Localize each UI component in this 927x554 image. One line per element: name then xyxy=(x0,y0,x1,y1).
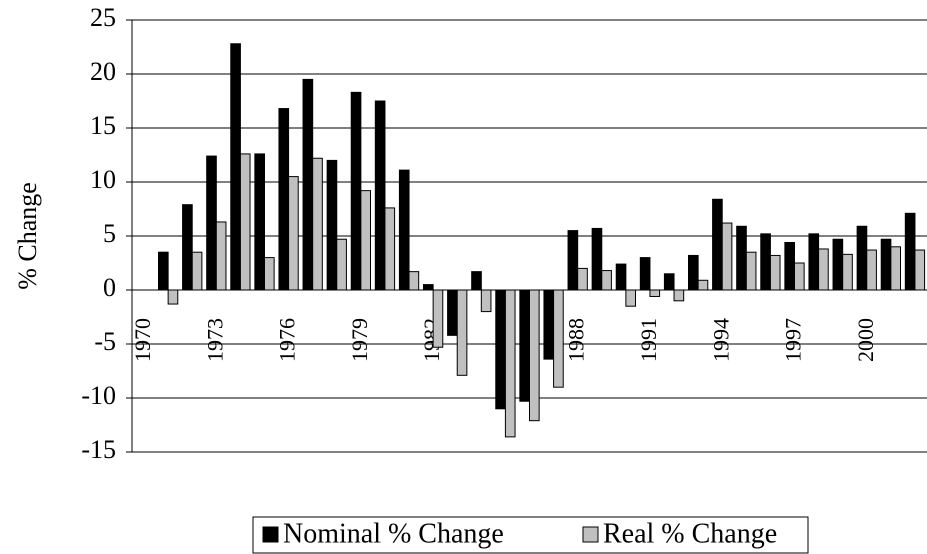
bar xyxy=(712,198,723,291)
y-axis-label: % Change xyxy=(13,182,42,290)
bar xyxy=(398,169,410,291)
bar xyxy=(529,289,540,422)
legend-swatch xyxy=(262,526,279,543)
bar xyxy=(158,251,169,291)
legend-box xyxy=(252,516,809,554)
legend-swatch xyxy=(582,526,599,543)
bar xyxy=(374,100,386,291)
bar xyxy=(649,289,661,297)
bar xyxy=(239,153,251,291)
bar xyxy=(312,157,323,291)
bar xyxy=(794,262,805,291)
bar xyxy=(736,225,747,291)
bar xyxy=(215,221,227,291)
bar xyxy=(504,289,516,438)
y-tick-label: 0 xyxy=(103,273,116,302)
y-tick-label: 5 xyxy=(103,219,116,248)
x-tick-label: 1973 xyxy=(202,318,227,362)
x-tick-label: 1979 xyxy=(347,318,372,362)
bar xyxy=(904,212,916,291)
y-tick-label: 10 xyxy=(90,165,116,194)
bar xyxy=(191,251,203,291)
bar xyxy=(278,108,290,291)
bar xyxy=(543,289,555,360)
x-tick-label: 1997 xyxy=(781,318,806,362)
bar xyxy=(480,289,492,313)
bar xyxy=(408,271,420,291)
bar xyxy=(432,289,444,348)
y-tick-label: -5 xyxy=(94,327,116,356)
bar xyxy=(601,270,612,291)
bar xyxy=(254,153,265,291)
bar xyxy=(519,289,531,402)
y-tick-label: -10 xyxy=(81,381,116,410)
bar xyxy=(663,273,675,291)
bar xyxy=(206,155,217,291)
bar xyxy=(866,249,877,291)
x-tick-label: 1988 xyxy=(564,318,589,362)
bar xyxy=(625,289,637,307)
bar xyxy=(688,254,699,291)
x-tick-label: 2000 xyxy=(853,318,878,362)
bar xyxy=(350,91,362,291)
bar xyxy=(471,271,482,291)
bar xyxy=(264,257,275,291)
bar xyxy=(336,238,347,291)
bar xyxy=(832,238,844,291)
bar xyxy=(880,238,892,291)
x-tick-label: 1976 xyxy=(275,318,300,362)
x-tick-label: 1994 xyxy=(708,318,733,362)
bar xyxy=(890,246,902,291)
bar xyxy=(447,289,458,336)
bar xyxy=(360,190,372,291)
bar xyxy=(384,207,396,291)
bar xyxy=(769,254,781,291)
bar xyxy=(456,289,468,376)
legend-label: Nominal % Change xyxy=(283,518,504,549)
bar xyxy=(639,257,651,291)
bar xyxy=(856,225,868,291)
bar xyxy=(423,284,434,291)
y-tick-label: 25 xyxy=(90,3,116,32)
y-tick-label: 15 xyxy=(90,111,116,140)
bar xyxy=(326,159,338,291)
legend-label: Real % Change xyxy=(603,518,777,549)
bar xyxy=(697,279,709,291)
x-tick-label: 1991 xyxy=(636,318,661,362)
bar xyxy=(591,227,603,291)
bar xyxy=(288,176,299,291)
bar xyxy=(182,204,193,291)
bar xyxy=(914,249,926,291)
bar xyxy=(230,43,241,291)
y-tick-label: 20 xyxy=(90,57,116,86)
bar xyxy=(745,251,757,291)
x-tick-label: 1970 xyxy=(130,318,155,362)
bar xyxy=(577,267,588,291)
bar xyxy=(818,248,829,291)
bar xyxy=(495,289,506,410)
bar xyxy=(567,230,579,291)
bar xyxy=(760,233,771,291)
bar xyxy=(615,263,627,291)
bar xyxy=(553,289,564,388)
bar xyxy=(167,289,179,305)
bar xyxy=(302,78,314,291)
bar xyxy=(842,253,853,291)
bar xyxy=(673,289,685,302)
bar xyxy=(808,233,820,291)
y-tick-label: -15 xyxy=(81,435,116,464)
bar xyxy=(721,222,733,291)
bar xyxy=(784,241,796,291)
